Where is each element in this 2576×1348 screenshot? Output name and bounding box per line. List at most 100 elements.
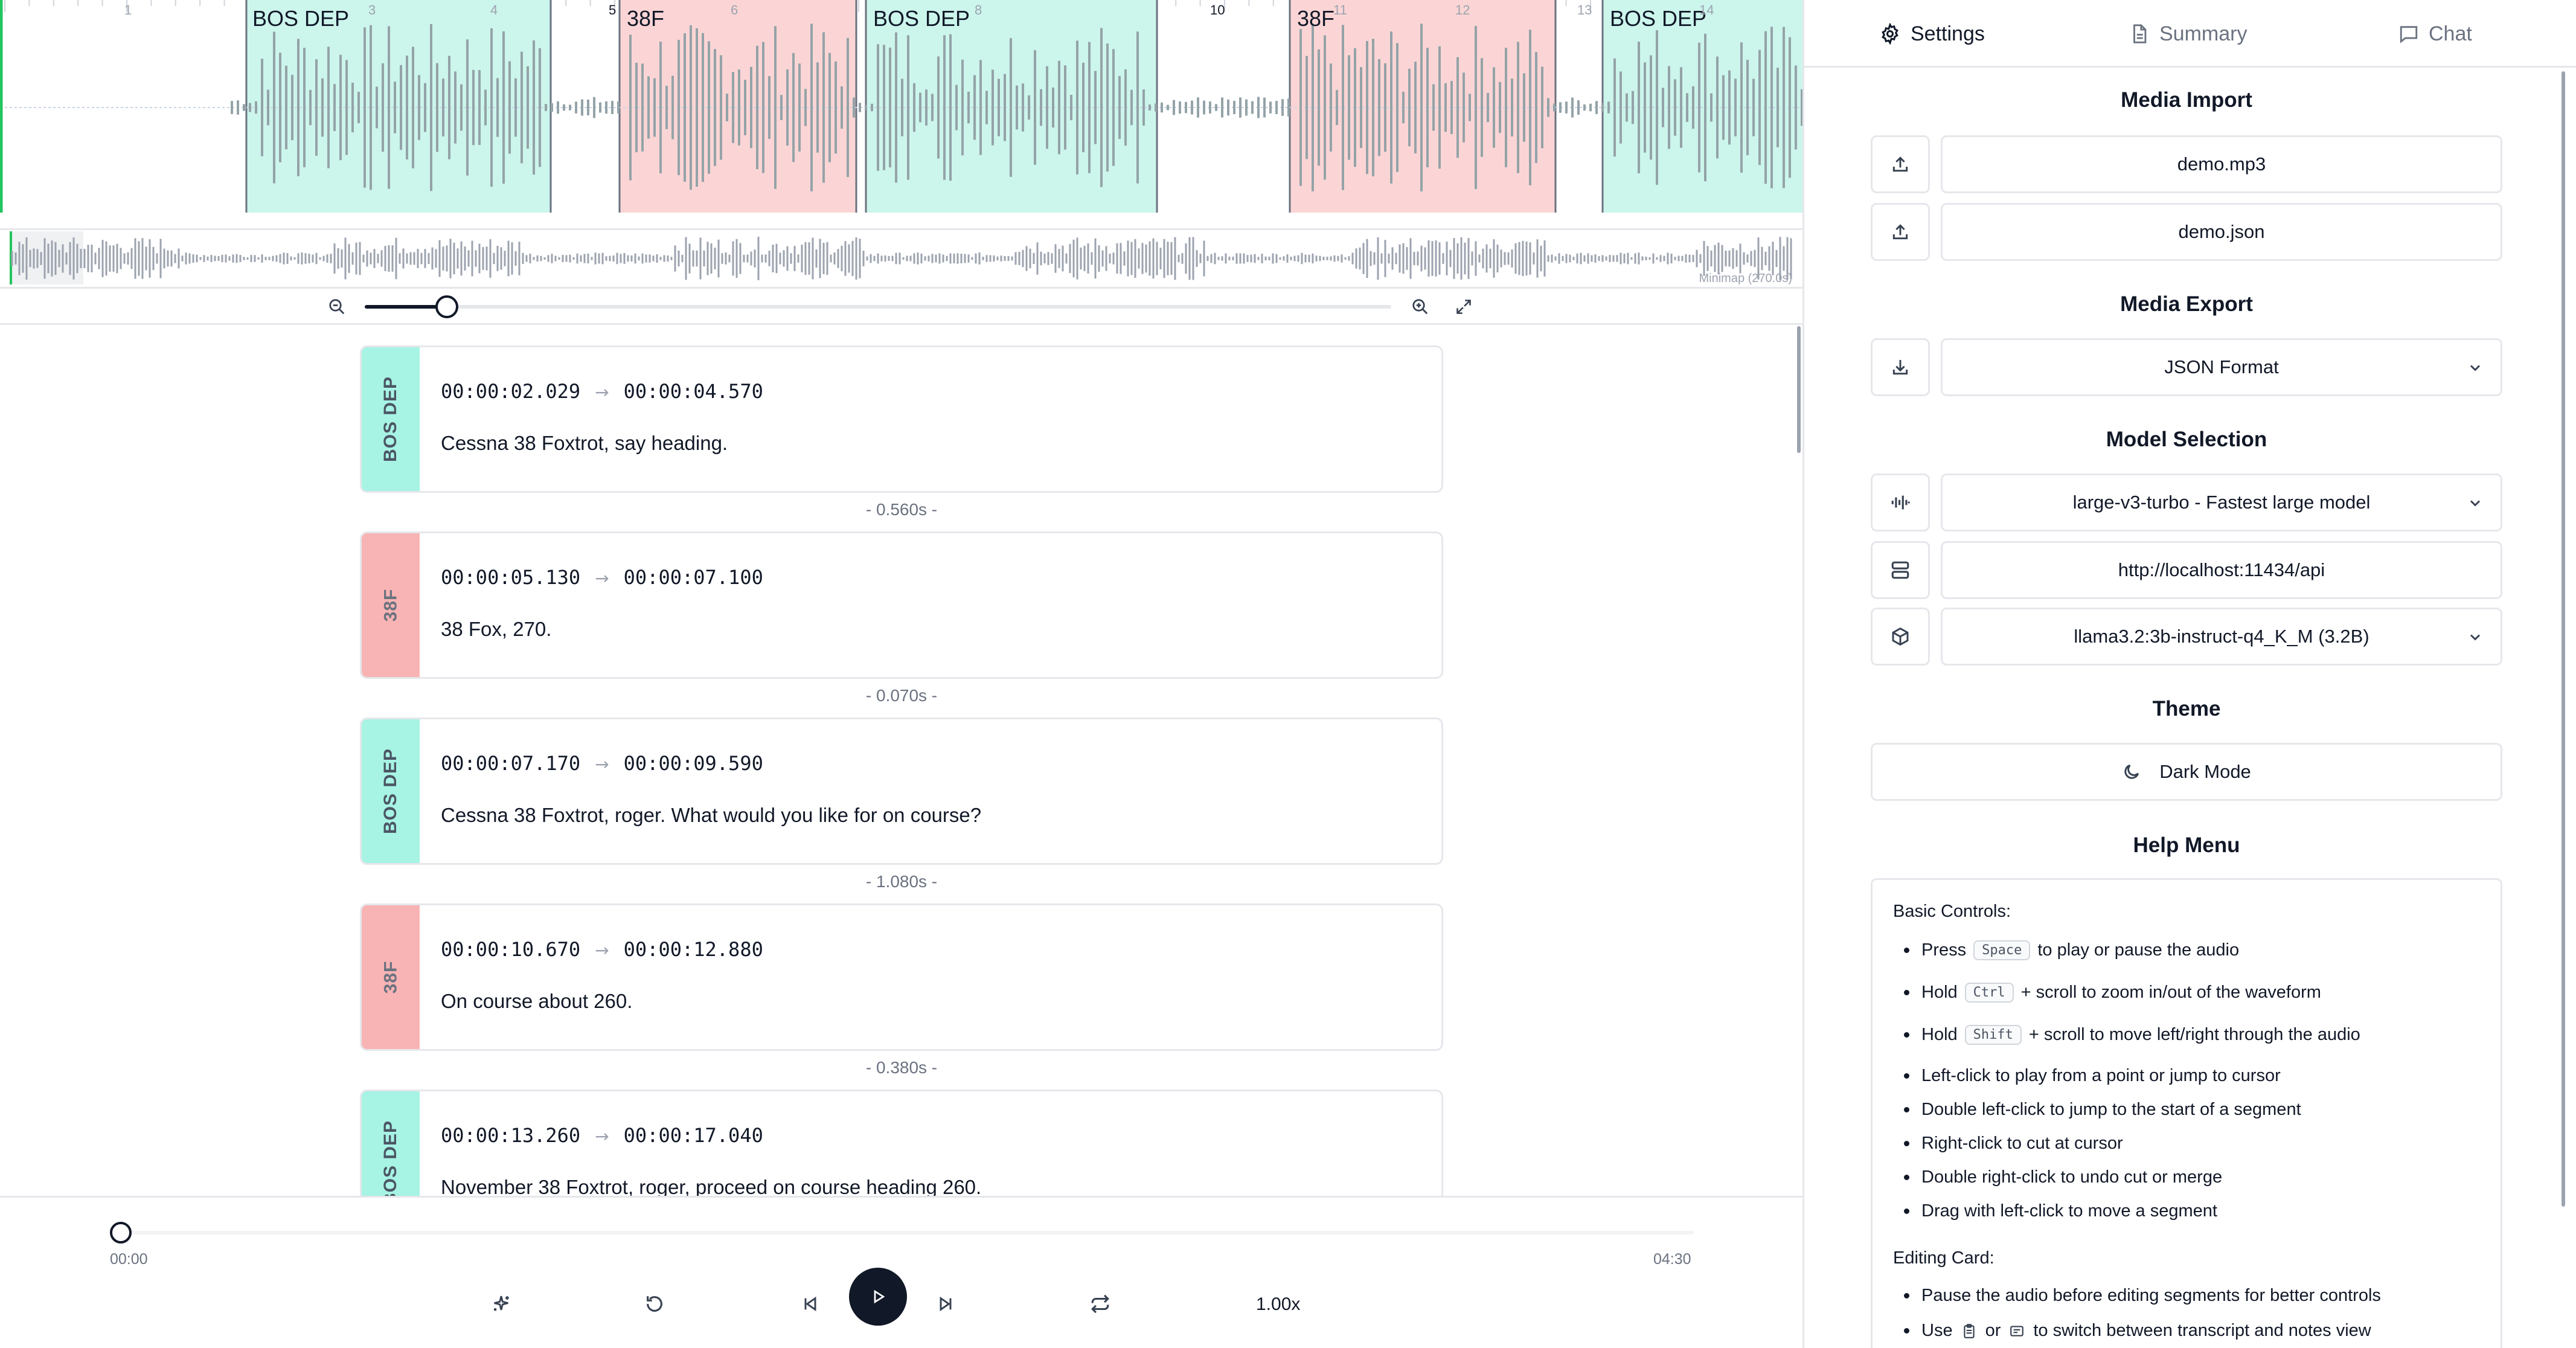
server-icon-box	[1871, 541, 1930, 599]
upload-audio-button[interactable]	[1871, 135, 1930, 193]
upload-icon	[1892, 224, 1908, 240]
rewind-icon[interactable]	[642, 1292, 667, 1316]
minimap-waveform[interactable]	[0, 230, 1804, 287]
speaker-tag[interactable]: BOS DEP	[362, 1091, 420, 1196]
seek-bar[interactable]	[103, 1222, 1703, 1244]
help-basic-heading: Basic Controls:	[1893, 902, 2011, 921]
zoom-in-icon[interactable]	[1411, 297, 1430, 316]
api-url-input[interactable]: http://localhost:11434/api	[1941, 541, 2502, 599]
transcript-card[interactable]: BOS DEP 00:00:07.170 → 00:00:09.590 Cessna…	[360, 717, 1443, 865]
download-button[interactable]	[1871, 338, 1930, 396]
tab-summary[interactable]: Summary	[2129, 0, 2247, 68]
start-time[interactable]: 00:00:02.029	[441, 380, 581, 403]
ruler-label: 12	[1455, 2, 1470, 18]
segment-text[interactable]: Cessna 38 Foxtrot, roger. What would you…	[441, 804, 982, 826]
segment-gap: - 0.560s -	[865, 500, 938, 519]
dark-mode-button[interactable]: Dark Mode	[1871, 743, 2502, 801]
segment-times: 00:00:07.170 → 00:00:09.590	[441, 752, 763, 775]
arrow-right-icon: →	[595, 382, 609, 402]
kbd-ctrl: Ctrl	[1964, 983, 2014, 1003]
sparkle-icon[interactable]	[489, 1292, 513, 1316]
ruler-label: 6	[731, 2, 739, 18]
transcript-scrollbar[interactable]	[1797, 326, 1801, 453]
chat-bubble-icon	[2400, 26, 2418, 43]
chevron-down-icon	[2470, 634, 2481, 641]
segment-text[interactable]: Cessna 38 Foxtrot, say heading.	[441, 432, 728, 454]
kbd-space: Space	[1973, 940, 2031, 960]
total-time: 04:30	[1653, 1251, 1691, 1268]
player-bar: 00:00 04:30 1.00x	[0, 1196, 1802, 1348]
segment-label: 38F	[1297, 6, 1335, 31]
help-editing-heading: Editing Card:	[1893, 1248, 1994, 1268]
segment-text[interactable]: 38 Fox, 270.	[441, 618, 552, 640]
arrow-right-icon: →	[595, 568, 609, 588]
end-time[interactable]: 00:00:07.100	[623, 566, 763, 589]
whisper-model-select[interactable]: large-v3-turbo - Fastest large model	[1941, 473, 2502, 531]
help-item: Drag with left-click to move a segment	[1904, 1201, 2217, 1221]
transcript-card[interactable]: 38F 00:00:05.130 → 00:00:07.100 38 Fox, 27…	[360, 531, 1443, 679]
waveform-view[interactable]: BOS DEP 38F BOS DEP 38F BOS DEP 1 3 4 5 …	[0, 0, 1804, 214]
playback-speed[interactable]: 1.00x	[1256, 1294, 1301, 1314]
ruler-label: 3	[368, 2, 376, 18]
panel-scrollbar[interactable]	[2562, 71, 2565, 1207]
llm-model-select[interactable]: llama3.2:3b-instruct-q4_K_M (3.2B)	[1941, 608, 2502, 666]
segment-times: 00:00:13.260 → 00:00:17.040	[441, 1124, 763, 1147]
export-format-select[interactable]: JSON Format	[1941, 338, 2502, 396]
end-time[interactable]: 00:00:09.590	[623, 752, 763, 775]
tab-chat[interactable]: Chat	[2398, 0, 2472, 68]
fullscreen-icon[interactable]	[1454, 297, 1473, 316]
audio-file-field[interactable]: demo.mp3	[1941, 135, 2502, 193]
speaker-tag[interactable]: BOS DEP	[362, 719, 420, 863]
speaker-tag[interactable]: 38F	[362, 533, 420, 677]
start-time[interactable]: 00:00:13.260	[441, 1124, 581, 1147]
help-item: Double right-click to undo cut or merge	[1904, 1167, 2222, 1187]
help-item: Pause the audio before editing segments …	[1904, 1286, 2381, 1306]
loop-icon[interactable]	[1088, 1292, 1112, 1316]
minimap-label: Minimap (270.0s)	[1699, 272, 1792, 285]
transcript-card[interactable]: 38F 00:00:10.670 → 00:00:12.880 On course …	[360, 903, 1443, 1051]
main-area: BOS DEP 38F BOS DEP 38F BOS DEP 1 3 4 5 …	[0, 0, 1804, 1348]
tab-settings[interactable]: Settings	[1879, 0, 1985, 68]
play-button[interactable]	[849, 1268, 907, 1326]
chevron-down-icon	[2470, 500, 2481, 507]
audio-waveform-icon	[1891, 495, 1910, 510]
segment-label: BOS DEP	[873, 6, 970, 31]
arrow-right-icon: →	[595, 1126, 609, 1146]
help-item: Hold Ctrl + scroll to zoom in/out of the w…	[1904, 983, 2321, 1003]
transcript-card[interactable]: BOS DEP 00:00:02.029 → 00:00:04.570 Cessna…	[360, 345, 1443, 493]
ruler-label: 10	[1210, 2, 1225, 18]
end-time[interactable]: 00:00:17.040	[623, 1124, 763, 1147]
transcript-list[interactable]: BOS DEP 00:00:02.029 → 00:00:04.570 Cessna…	[0, 326, 1802, 1196]
help-menu: Basic Controls: Press Space to play or pau…	[1871, 878, 2502, 1348]
minimap-viewport	[11, 231, 83, 284]
skip-forward-icon[interactable]	[934, 1292, 958, 1316]
json-file-field[interactable]: demo.json	[1941, 203, 2502, 261]
zoom-slider-thumb	[435, 295, 458, 318]
current-time: 00:00	[110, 1251, 148, 1268]
waveform-canvas[interactable]	[0, 0, 1804, 214]
minimap[interactable]: Minimap (270.0s)	[0, 228, 1804, 289]
start-time[interactable]: 00:00:05.130	[441, 566, 581, 589]
start-time[interactable]: 00:00:07.170	[441, 752, 581, 775]
kbd-shift: Shift	[1964, 1025, 2022, 1045]
segment-text[interactable]: On course about 260.	[441, 990, 633, 1012]
segment-region[interactable]	[1603, 0, 1804, 213]
cube-icon	[1892, 627, 1909, 646]
end-time[interactable]: 00:00:04.570	[623, 380, 763, 403]
zoom-slider[interactable]	[362, 295, 1401, 319]
speaker-tag[interactable]: BOS DEP	[362, 347, 420, 491]
ruler-label: 4	[490, 2, 498, 18]
transcript-card[interactable]: BOS DEP 00:00:13.260 → 00:00:17.040 Novemb…	[360, 1090, 1443, 1196]
start-time[interactable]: 00:00:10.670	[441, 938, 581, 961]
end-time[interactable]: 00:00:12.880	[623, 938, 763, 961]
upload-icon	[1892, 156, 1908, 172]
segment-label: BOS DEP	[1610, 6, 1707, 31]
speaker-tag[interactable]: 38F	[362, 905, 420, 1049]
arrow-right-icon: →	[595, 940, 609, 960]
upload-json-button[interactable]	[1871, 203, 1930, 261]
zoom-out-icon[interactable]	[327, 297, 347, 316]
section-title-theme: Theme	[2152, 697, 2221, 721]
segment-gap: - 0.070s -	[865, 686, 938, 705]
skip-back-icon[interactable]	[798, 1292, 822, 1316]
segment-text[interactable]: November 38 Foxtrot, roger, proceed on c…	[441, 1176, 982, 1196]
